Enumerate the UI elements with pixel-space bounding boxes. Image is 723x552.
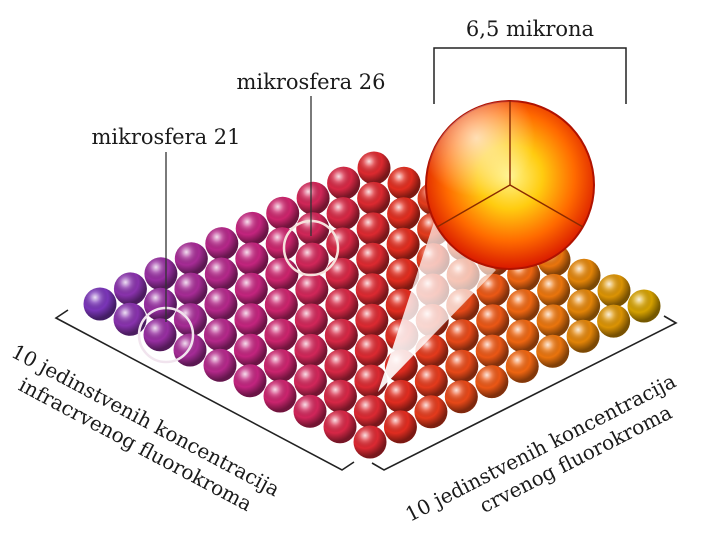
microsphere <box>264 318 298 352</box>
microsphere <box>263 379 297 413</box>
microsphere <box>324 349 358 383</box>
mikrosfera-26-label: mikrosfera 26 <box>237 70 386 94</box>
microsphere <box>294 303 328 337</box>
right-axis-bracket <box>371 315 678 471</box>
microsphere <box>174 272 208 306</box>
mikrosfera-21-label: mikrosfera 21 <box>92 125 241 149</box>
left-axis-bracket <box>54 309 355 471</box>
microsphere <box>476 304 510 338</box>
microsphere <box>265 227 299 261</box>
microsphere <box>174 242 208 276</box>
microsphere <box>414 364 448 398</box>
microsphere <box>444 380 478 414</box>
microsphere <box>204 287 238 321</box>
microsphere <box>294 333 328 367</box>
microsphere <box>235 242 269 276</box>
microsphere <box>355 273 389 307</box>
microsphere <box>143 318 177 352</box>
microsphere <box>383 410 417 444</box>
microsphere <box>203 318 237 352</box>
microsphere <box>235 211 269 245</box>
microsphere <box>293 364 327 398</box>
microsphere <box>264 288 298 322</box>
microsphere <box>627 289 661 323</box>
microsphere <box>205 227 239 261</box>
microsphere <box>536 304 570 338</box>
microsphere <box>506 289 540 323</box>
microsphere <box>386 227 420 261</box>
microsphere <box>263 349 297 383</box>
microsphere <box>414 395 448 429</box>
microsphere <box>445 319 479 353</box>
microsphere <box>233 364 267 398</box>
microsphere <box>326 227 360 261</box>
microsphere <box>265 257 299 291</box>
magnification-beam <box>378 222 496 392</box>
sphere-cutaway-lines <box>436 101 584 228</box>
svg-text:infracrvenog fluorokroma: infracrvenog fluorokroma <box>15 373 256 517</box>
microsphere <box>326 197 360 231</box>
microsphere <box>567 289 601 323</box>
microsphere <box>597 304 631 338</box>
microsphere <box>537 273 571 307</box>
microsphere <box>327 166 361 200</box>
microsphere <box>266 196 300 230</box>
microsphere <box>234 272 268 306</box>
microsphere <box>353 395 387 429</box>
microsphere <box>386 258 420 292</box>
microsphere <box>476 273 510 307</box>
microsphere <box>357 181 391 215</box>
microsphere <box>173 333 207 367</box>
microsphere <box>357 151 391 185</box>
microsphere <box>323 410 357 444</box>
microsphere <box>324 318 358 352</box>
microsphere <box>296 181 330 215</box>
microsphere <box>505 349 539 383</box>
microsphere <box>567 258 601 292</box>
microsphere <box>445 349 479 383</box>
microsphere <box>597 274 631 308</box>
microsphere <box>233 333 267 367</box>
magnified-sphere <box>425 100 595 270</box>
microsphere <box>203 348 237 382</box>
microsphere <box>173 303 207 337</box>
size-bracket <box>433 47 627 104</box>
microsphere <box>506 319 540 353</box>
microsphere <box>536 334 570 368</box>
microsphere <box>113 302 147 336</box>
microsphere <box>384 379 418 413</box>
microsphere <box>295 242 329 276</box>
microsphere <box>323 379 357 413</box>
microsphere <box>325 257 359 291</box>
microsphere <box>295 273 329 307</box>
microsphere <box>113 272 147 306</box>
microsphere <box>566 319 600 353</box>
microsphere <box>353 425 387 459</box>
microsphere <box>296 212 330 246</box>
microsphere <box>325 288 359 322</box>
microsphere <box>204 257 238 291</box>
microsphere <box>354 334 388 368</box>
microsphere <box>356 242 390 276</box>
microsphere <box>83 287 117 321</box>
microsphere <box>475 334 509 368</box>
microsphere <box>475 365 509 399</box>
microsphere <box>234 303 268 337</box>
microsphere <box>356 212 390 246</box>
microsphere <box>387 197 421 231</box>
size-label: 6,5 mikrona <box>466 17 594 41</box>
microsphere <box>144 257 178 291</box>
microsphere-grid <box>83 151 661 459</box>
microsphere <box>293 394 327 428</box>
microsphere <box>355 303 389 337</box>
microsphere <box>387 166 421 200</box>
